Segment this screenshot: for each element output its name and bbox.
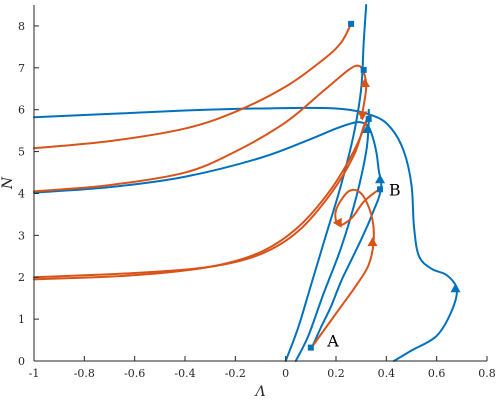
trajectory-orange-8 [309,187,383,350]
y-tick-label: 5 [18,146,25,159]
x-tick-label: -0.8 [74,367,95,380]
x-tick-label: -0.4 [174,367,195,380]
y-axis-label: N [0,176,16,190]
y-tick-label: 3 [18,229,25,242]
x-ticks: -1 -0.8 -0.6 -0.4 -0.2 0 0.2 0.4 0.6 0.8 [29,356,496,380]
x-tick-label: 0.6 [428,367,446,380]
axes: -1 -0.8 -0.6 -0.4 -0.2 0 0.2 0.4 0.6 0.8 0 1 2 3 4 5 6 7… [18,5,496,380]
square-marker [365,115,372,122]
x-tick-label: 0.2 [327,367,345,380]
trajectory-orange-5 [33,64,368,193]
square-marker [360,66,367,73]
y-tick-label: 7 [18,62,25,75]
square-marker [348,20,355,27]
trajectory-orange-7 [33,114,370,281]
arrow-marker [367,237,378,247]
square-marker [377,186,384,193]
trajectory-blue-3 [33,121,383,350]
y-tick-label: 2 [18,271,25,284]
x-tick-label: -0.2 [225,367,246,380]
trajectory-curves [33,4,458,362]
x-tick-label: -0.6 [124,367,145,380]
y-tick-label: 6 [18,104,25,117]
y-tick-label: 8 [18,20,25,33]
arrow-marker [450,283,461,293]
y-tick-label: 0 [18,355,25,368]
trajectory-blue-0 [284,4,368,362]
trajectory-orange-4 [33,22,353,150]
arrow-marker [332,217,342,228]
trajectory-blue-1 [294,108,370,362]
x-tick-label: 0 [282,367,289,380]
point-a-label: A [326,331,339,350]
arrow-marker [357,111,368,121]
arrow-marker [375,174,386,184]
trajectory-orange-6 [33,114,370,279]
x-tick-label: -1 [29,367,40,380]
y-ticks: 0 1 2 3 4 5 6 7 8 [18,20,39,368]
y-tick-label: 1 [18,313,25,326]
trajectory-blue-2 [33,106,458,362]
y-tick-label: 4 [18,187,25,200]
x-axis-label: Λ [253,384,265,400]
arrow-marker [362,124,373,134]
trajectory-markers [307,20,461,351]
arrow-marker [359,77,370,87]
x-tick-label: 0.8 [478,367,496,380]
x-tick-label: 0.4 [378,367,396,380]
square-marker [307,344,314,351]
point-b-label: B [389,181,401,200]
